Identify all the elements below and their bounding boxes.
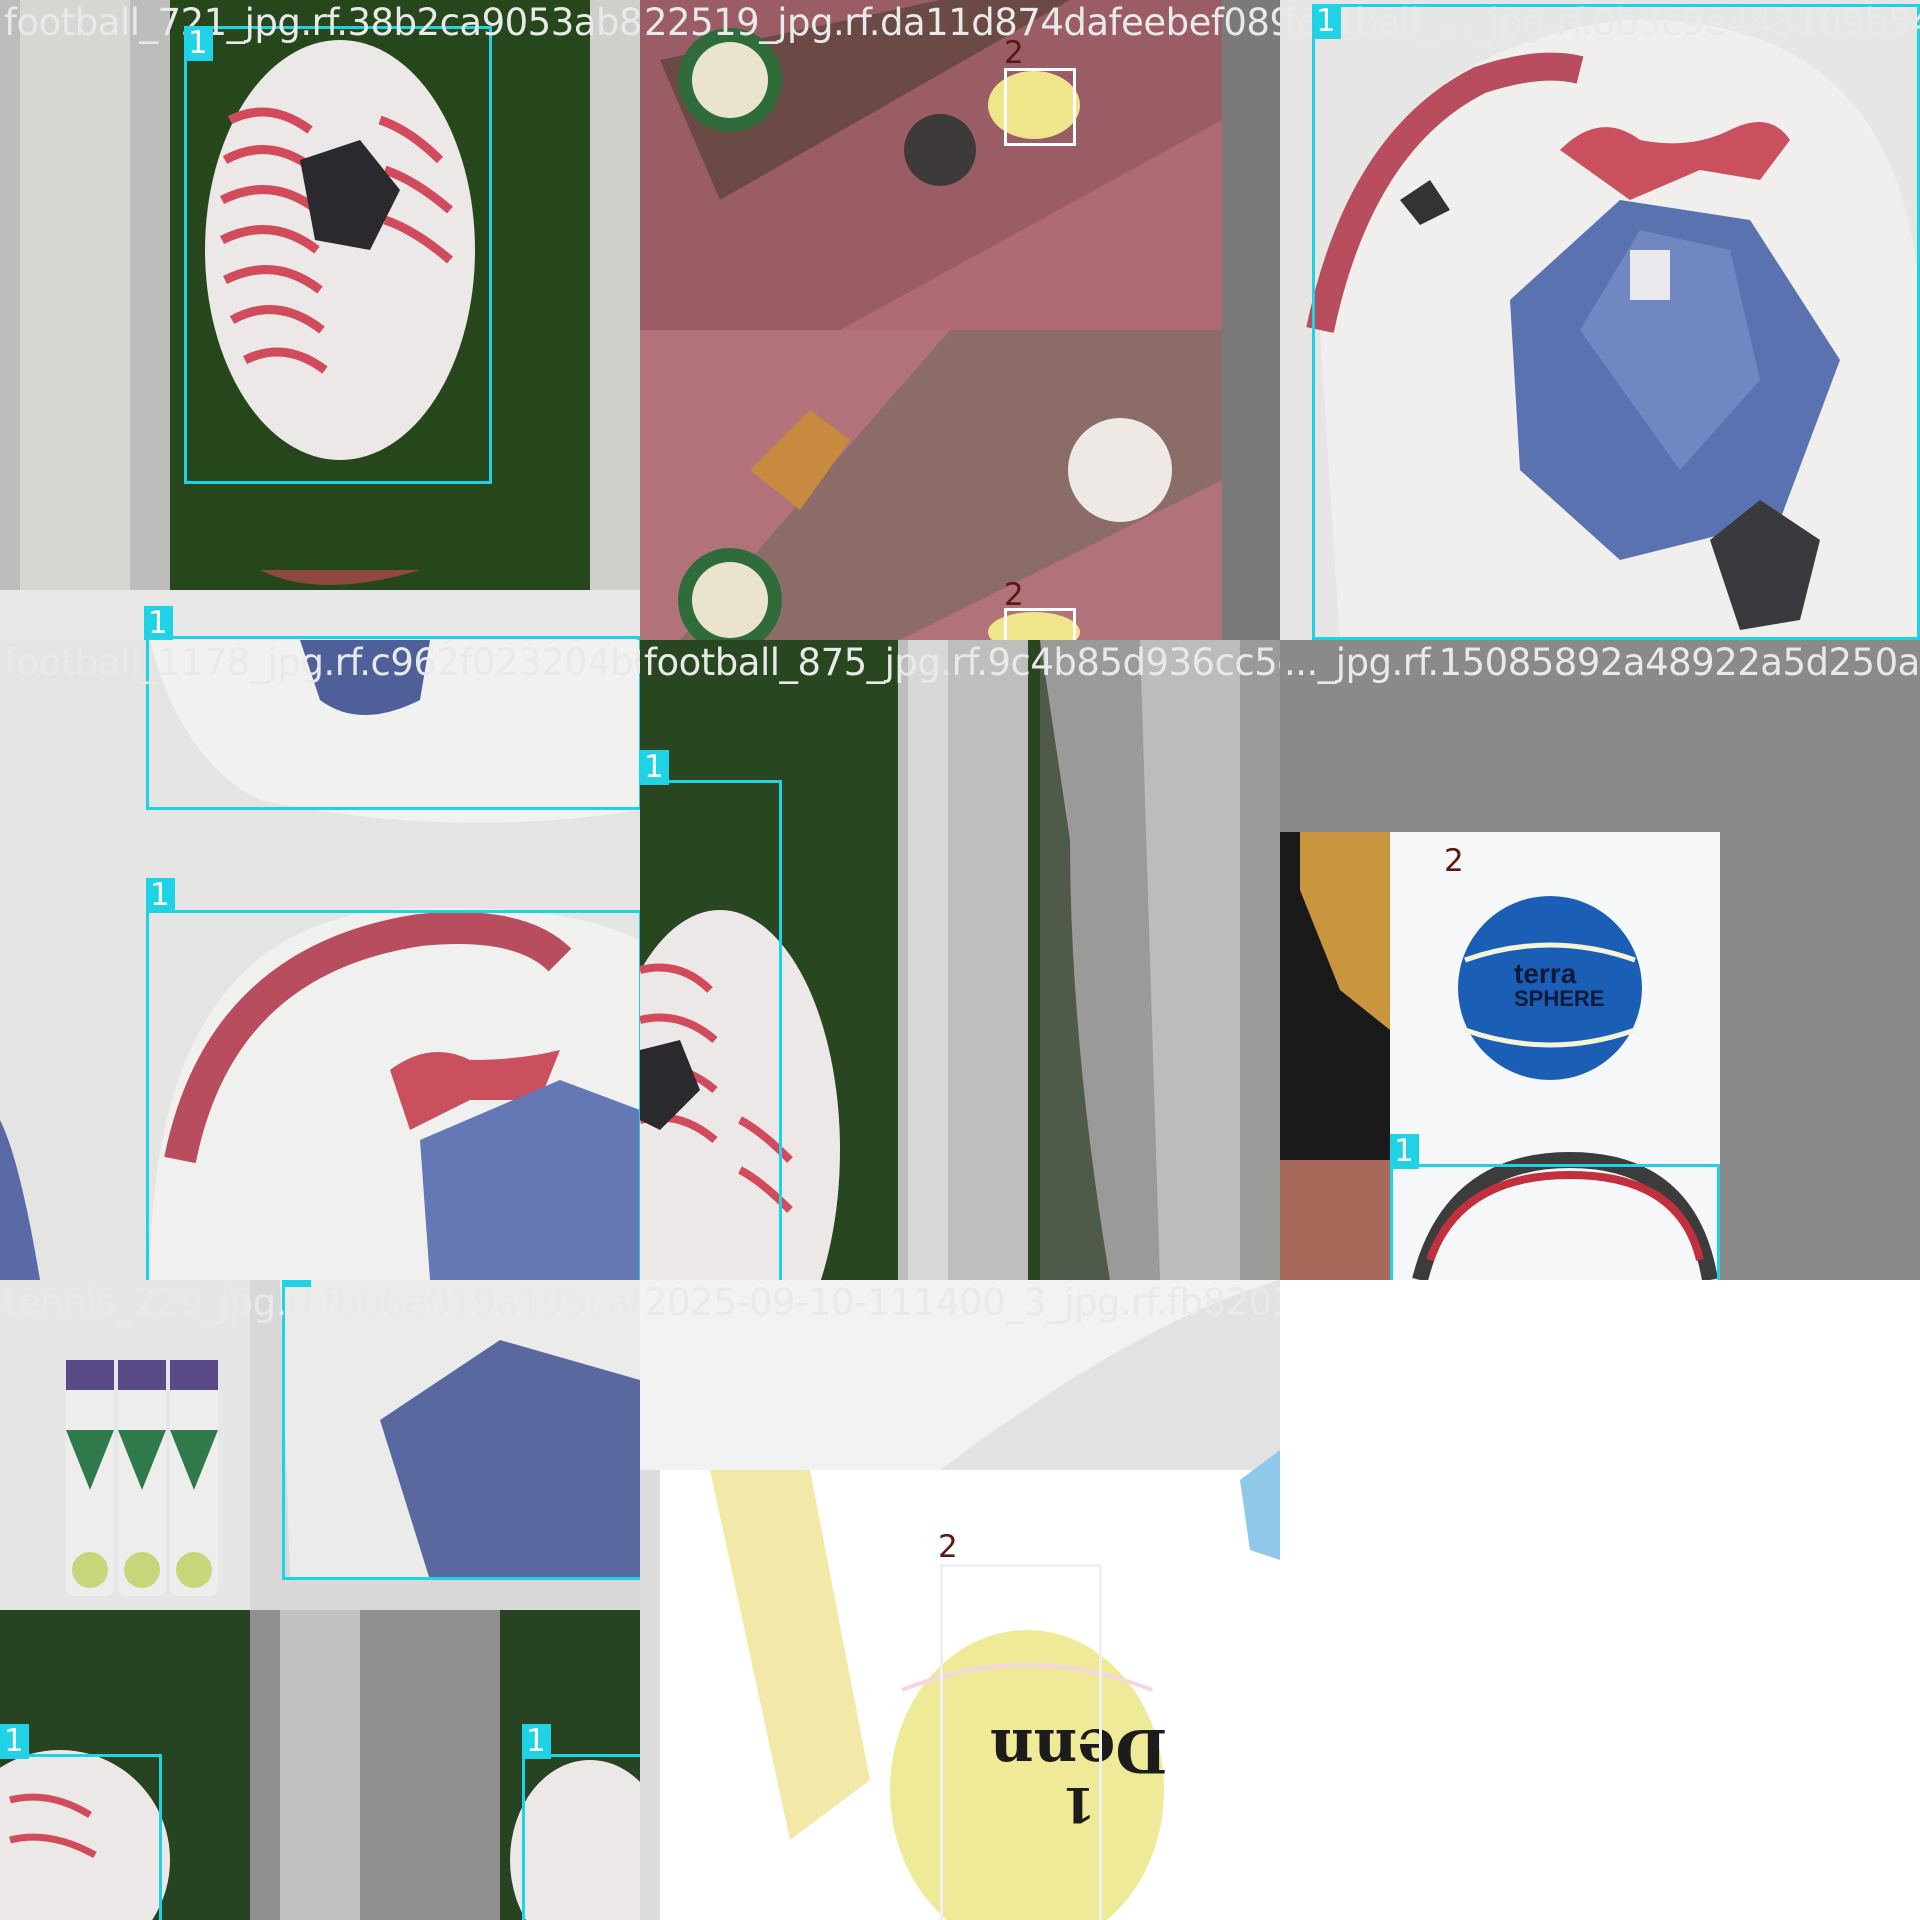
class-label-2: 2 — [1444, 843, 1464, 879]
class-label-1: 1 — [282, 1280, 311, 1287]
tile-filename: tennis_229_jpg.rf.fbb6e019a195ca8d0b4e3 — [4, 1281, 640, 1324]
mosaic-tile-3: football_..._jpg.rf.0b3c9e443109b549c 1 — [1280, 0, 1920, 640]
detection-box-class1 — [282, 1280, 640, 1580]
mosaic-tile-6: ..._jpg.rf.15085892a48922a5d250a2 terra … — [1280, 640, 1920, 1280]
terra-sphere-ball-photo — [1280, 640, 1920, 1280]
class-label-2: 2 — [938, 1529, 958, 1565]
class-label-1: 1 — [144, 606, 173, 640]
class-label-1: 1 — [1390, 1134, 1419, 1169]
detection-box-class1 — [640, 780, 782, 1280]
class-label-1: 1 — [0, 1724, 29, 1759]
class-label-2: 2 — [1004, 577, 1024, 613]
class-label-1: 1 — [640, 750, 669, 785]
ball-brand-text: terra SPHERE — [1514, 960, 1604, 1010]
detection-box-class1 — [0, 1754, 162, 1920]
mosaic-tile-1: football_721_jpg.rf.38b2ca9053ab8ed3 1 1 — [0, 0, 640, 640]
detection-box-class1 — [146, 640, 640, 810]
detection-box-class1 — [184, 26, 492, 484]
tile-filename: football_721_jpg.rf.38b2ca9053ab8ed3 — [4, 1, 640, 44]
tile-filename: football_..._jpg.rf.0b3c9e443109b549c — [1284, 1, 1920, 44]
class-label-1: 1 — [146, 878, 175, 913]
mosaic-tile-5: football_875_jpg.rf.9c4b85d936cc5e2d5483… — [640, 640, 1280, 1280]
tennis-cans-football-photo — [0, 1280, 640, 1920]
class-label-1: 1 — [1312, 4, 1341, 39]
detection-box-class1 — [1312, 4, 1920, 640]
football-grass-photo — [0, 0, 640, 640]
detection-box-class1 — [146, 910, 640, 1280]
mosaic-tile-4: football_1178_jpg.rf.c962f023204b635fe02… — [0, 640, 640, 1280]
class-label-1: 1 — [184, 26, 213, 61]
football-grass-legs-photo — [640, 640, 1280, 1280]
brand-sphere: SPHERE — [1514, 986, 1605, 1011]
skateboard-stickers-photo — [640, 0, 1280, 640]
mosaic-tile-8: 2025-09-10-111400_3_jpg.rf.fb82032dfad2c… — [640, 1280, 1280, 1920]
tile-filename: football_875_jpg.rf.9c4b85d936cc5e2d5483 — [644, 641, 1280, 684]
brand-terra: terra — [1514, 958, 1577, 989]
tile-filename: football_1178_jpg.rf.c962f023204b635fe02… — [4, 641, 640, 684]
puma-football-photo — [1280, 0, 1920, 640]
detection-box-class2 — [940, 1564, 1102, 1920]
tile-filename: ..._jpg.rf.15085892a48922a5d250a2 — [1284, 641, 1920, 684]
football-closeup-photo — [0, 640, 640, 1280]
detection-box-class2 — [1004, 68, 1076, 146]
mosaic-tile-2: 22519_jpg.rf.da11d874dafeebef089bbb8 2 2 — [640, 0, 1280, 640]
detection-box-class1 — [1390, 1164, 1720, 1280]
tennis-ball-photo — [640, 1280, 1280, 1920]
mosaic-tile-7: tennis_229_jpg.rf.fbb6e019a195ca8d0b4e3 … — [0, 1280, 640, 1920]
tile-filename: 2025-09-10-111400_3_jpg.rf.fb82032dfad2c… — [644, 1281, 1280, 1324]
detection-box-class1 — [522, 1754, 640, 1920]
class-label-2: 2 — [1004, 35, 1024, 71]
tile-filename: 22519_jpg.rf.da11d874dafeebef089bbb8 — [644, 1, 1280, 44]
detection-box-class2 — [1004, 608, 1076, 640]
class-label-1: 1 — [522, 1724, 551, 1759]
